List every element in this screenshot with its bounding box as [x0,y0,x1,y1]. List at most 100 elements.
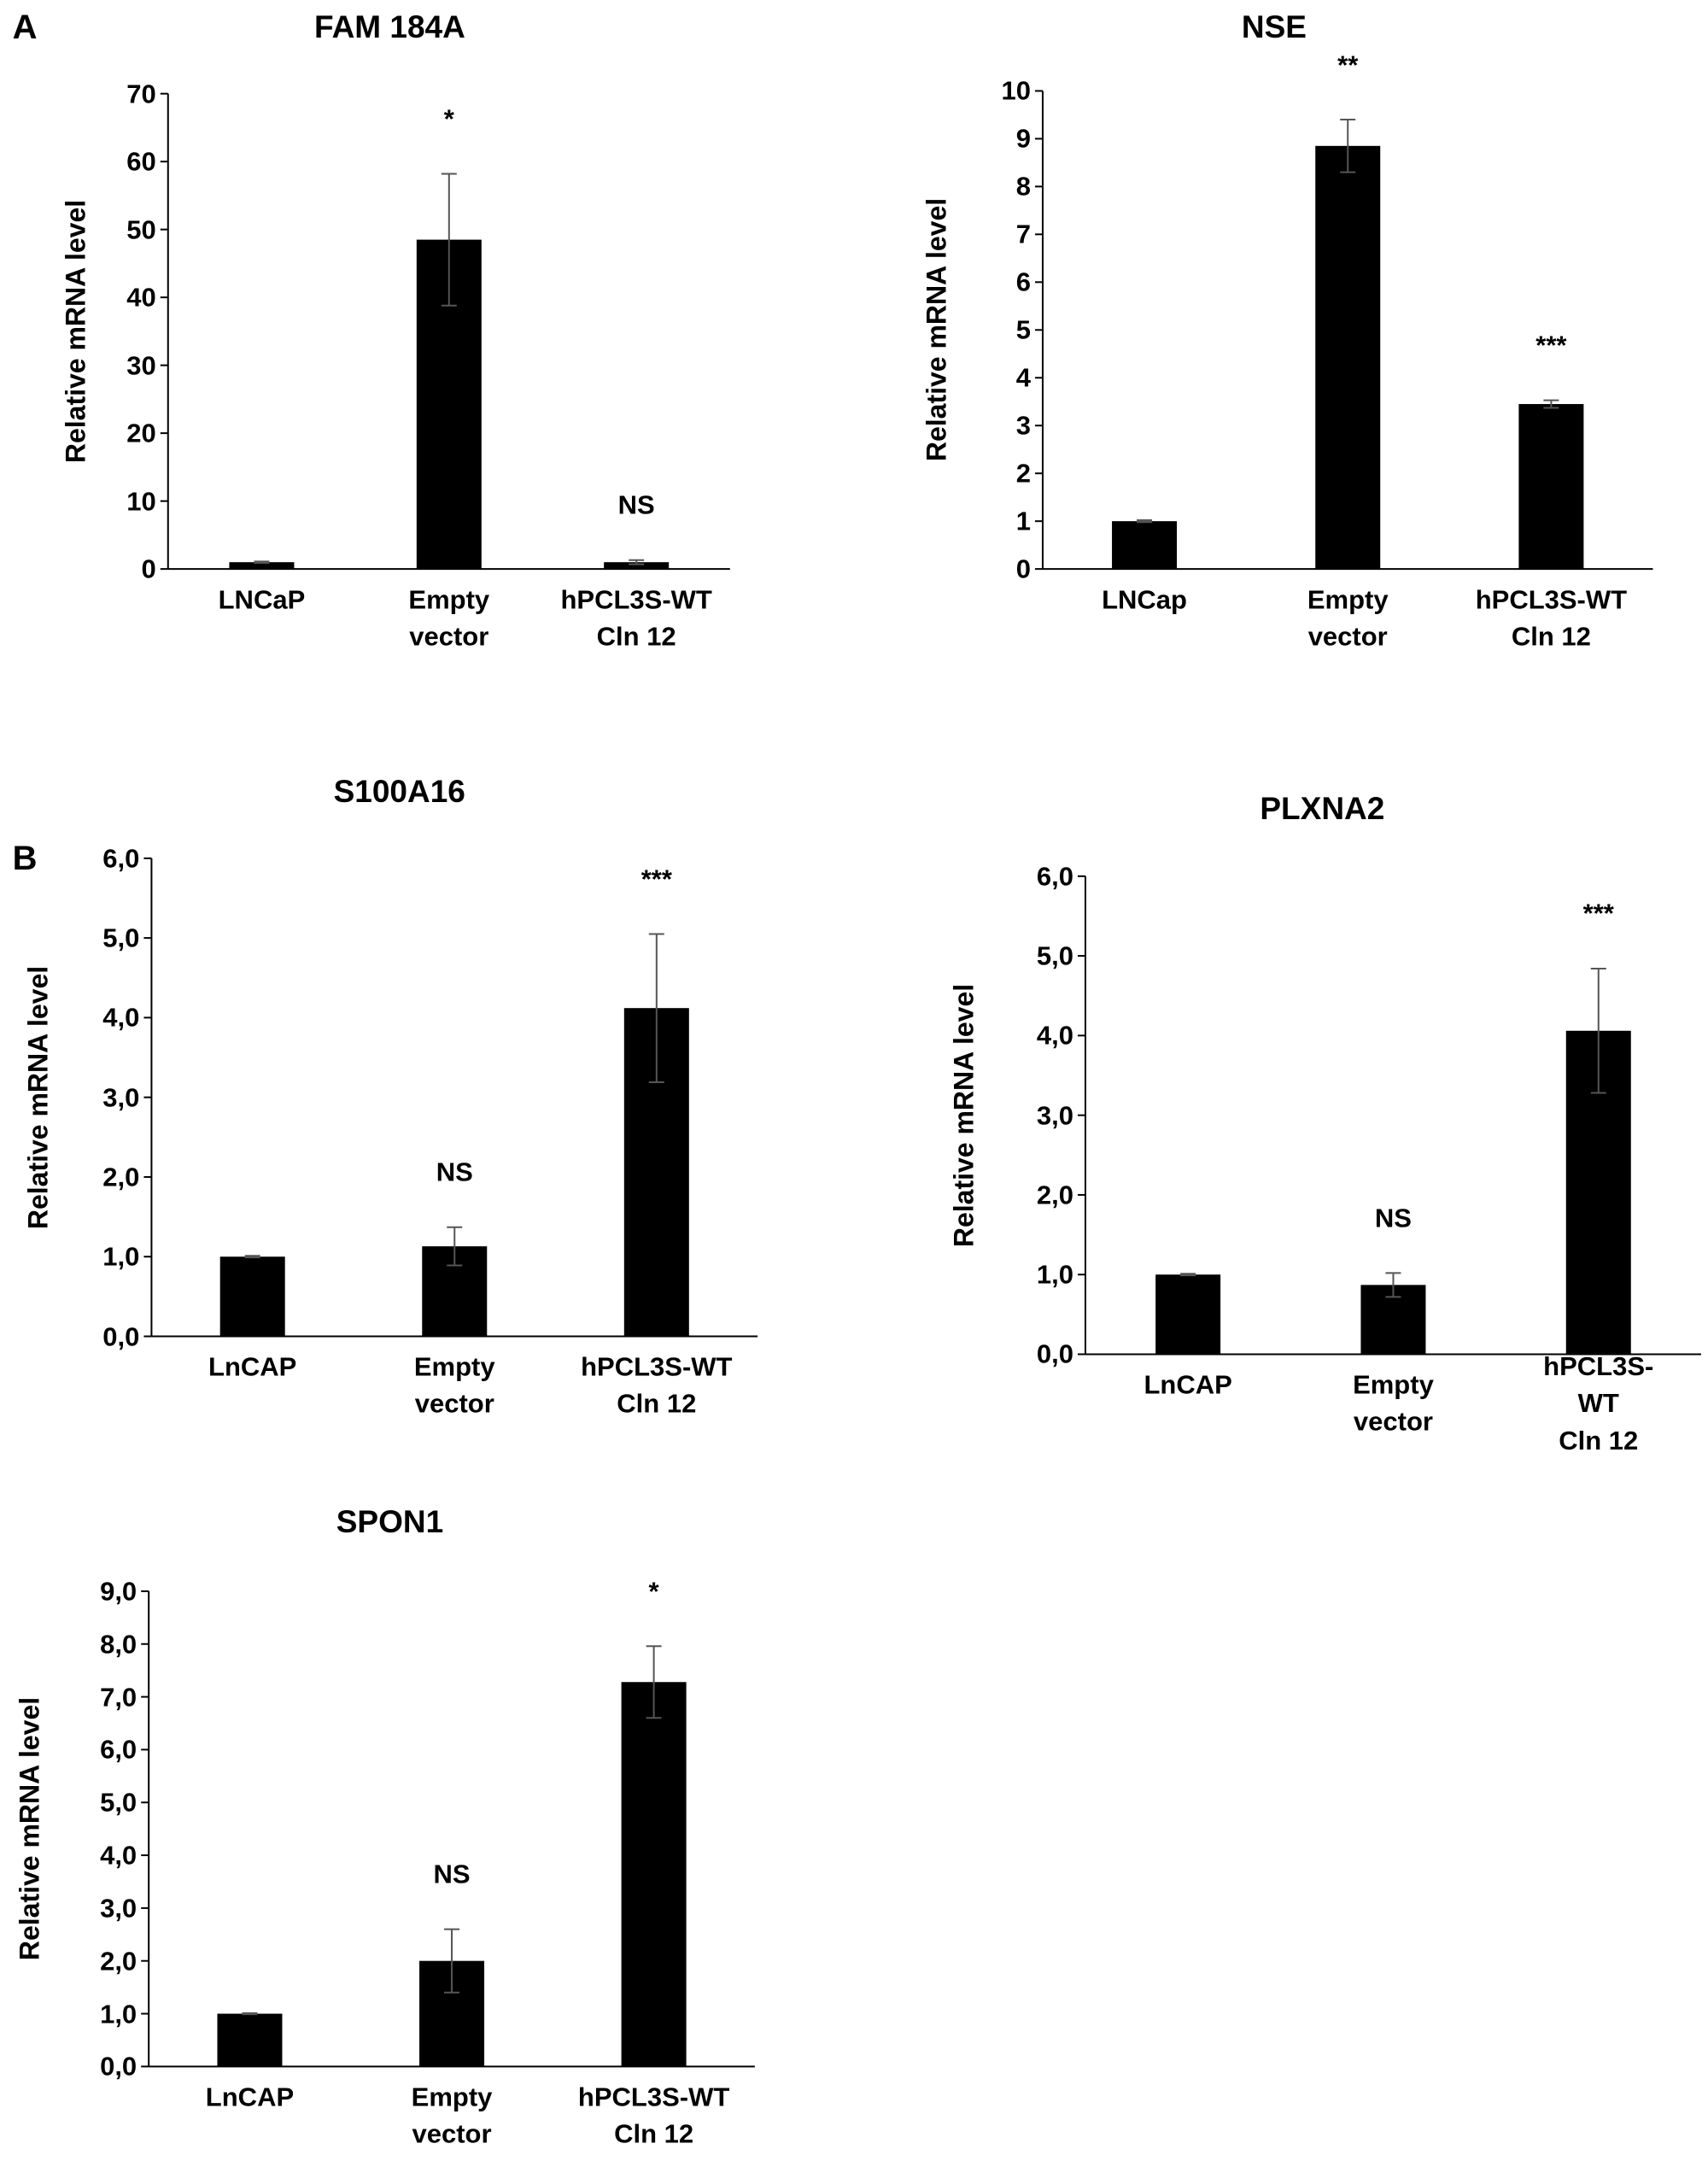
error-bar [441,173,457,307]
bar [229,562,295,570]
bar [219,1256,285,1337]
error-bar [447,1226,463,1267]
y-tick-label: 2,0 [102,1162,140,1192]
x-tick-label: LNCap [1102,583,1187,614]
y-axis-label: Relative mRNA level [921,198,952,462]
significance-label: NS [436,1157,473,1187]
y-tick-label: 60 [126,146,156,177]
y-tick-label: 6,0 [102,843,140,874]
bar [1518,404,1584,570]
y-tick-label: 8,0 [100,1629,137,1660]
error-bar [1543,399,1559,409]
x-tick-label: Empty vector [1353,1369,1434,1437]
error-bar [629,559,645,565]
y-tick-label: 2,0 [1036,1180,1073,1210]
bar [1155,1274,1221,1355]
bar [1315,145,1381,570]
y-tick-label: 70 [126,78,156,108]
y-tick-label: 5,0 [100,1787,137,1818]
y-tick-label: 6,0 [100,1734,137,1765]
y-tick-label: 0,0 [1036,1338,1073,1369]
y-tick-label: 4,0 [100,1840,137,1871]
error-bar [648,933,664,1083]
error-bar [444,1928,460,1994]
y-tick-label: 3,0 [100,1893,137,1924]
x-tick-label: LNCaP [218,583,306,614]
y-tick-label: 3,0 [102,1081,140,1112]
y-tick-label: 6 [1015,266,1031,297]
significance-label: * [648,1575,659,1606]
y-axis-label: Relative mRNA level [15,1696,46,1961]
error-bar [1590,968,1606,1094]
y-axis-label: Relative mRNA level [948,983,980,1247]
significance-label: *** [640,864,672,894]
y-tick-label: 1,0 [100,1998,137,2029]
x-tick-label: hPCL3S-WT Cln 12 [1475,584,1628,652]
x-tick-label: Empty vector [408,584,490,652]
x-tick-label: LnCAP [1144,1369,1232,1400]
y-tick-label: 3,0 [1036,1099,1073,1130]
significance-label: *** [1582,898,1614,928]
y-tick-label: 5,0 [1036,940,1073,971]
error-bar [646,1645,662,1719]
error-bar [1180,1273,1196,1277]
x-tick-label: hPCL3S-WT Cln 12 [581,1351,733,1419]
x-tick-label: LnCAP [208,1351,297,1382]
bar [1112,521,1178,570]
significance-label: NS [617,489,655,520]
y-tick-label: 4,0 [102,1002,140,1033]
error-bar [242,2012,258,2016]
x-tick-label: Empty vector [413,1351,495,1419]
y-axis-label: Relative mRNA level [22,965,54,1229]
x-tick-label: Empty vector [1307,584,1389,652]
significance-label: NS [1374,1203,1412,1233]
y-tick-label: 8 [1015,171,1031,202]
panel-label: A [12,9,38,47]
error-bar [244,1255,260,1259]
y-tick-label: 10 [126,485,156,516]
y-tick-label: 5 [1015,314,1031,345]
bar [604,562,670,570]
y-tick-label: 2 [1015,458,1031,489]
y-tick-label: 5,0 [102,922,140,953]
x-tick-label: hPCL3S-WT Cln 12 [560,584,712,652]
x-tick-label: hPCL3S-WT Cln 12 [1543,1350,1654,1455]
error-bar [1137,519,1153,524]
chart-title: NSE [1241,9,1307,45]
y-tick-label: 9,0 [100,1576,137,1607]
bar [621,1682,687,2067]
y-tick-label: 1 [1015,506,1031,536]
significance-label: * [443,103,454,134]
y-tick-label: 0 [1015,553,1031,584]
y-tick-label: 2,0 [100,1945,137,1976]
y-tick-label: 1,0 [1036,1259,1073,1290]
y-tick-label: 50 [126,214,156,244]
y-tick-label: 7,0 [100,1681,137,1712]
x-tick-label: Empty vector [411,2082,493,2149]
chart-title: PLXNA2 [1260,790,1385,826]
y-axis-label: Relative mRNA level [60,199,91,464]
y-tick-label: 1,0 [102,1241,140,1272]
x-tick-label: LnCAP [205,2082,295,2112]
error-bar [254,560,270,564]
y-tick-label: 10 [1001,75,1031,106]
y-tick-label: 6,0 [1036,861,1073,892]
y-tick-label: 9 [1015,123,1031,154]
chart-title: S100A16 [333,774,465,810]
error-bar [1385,1272,1401,1298]
significance-label: *** [1535,330,1567,360]
y-tick-label: 40 [126,282,156,313]
significance-label: ** [1337,49,1359,79]
chart-title: SPON1 [336,1504,444,1540]
y-tick-label: 4 [1015,362,1031,393]
y-tick-label: 3 [1015,410,1031,441]
significance-label: NS [433,1859,471,1889]
bar [217,2013,283,2067]
y-tick-label: 0 [141,553,156,584]
y-tick-label: 0,0 [100,2051,137,2082]
error-bar [1340,119,1356,173]
panel-label: B [12,839,38,877]
y-tick-label: 30 [126,349,156,380]
